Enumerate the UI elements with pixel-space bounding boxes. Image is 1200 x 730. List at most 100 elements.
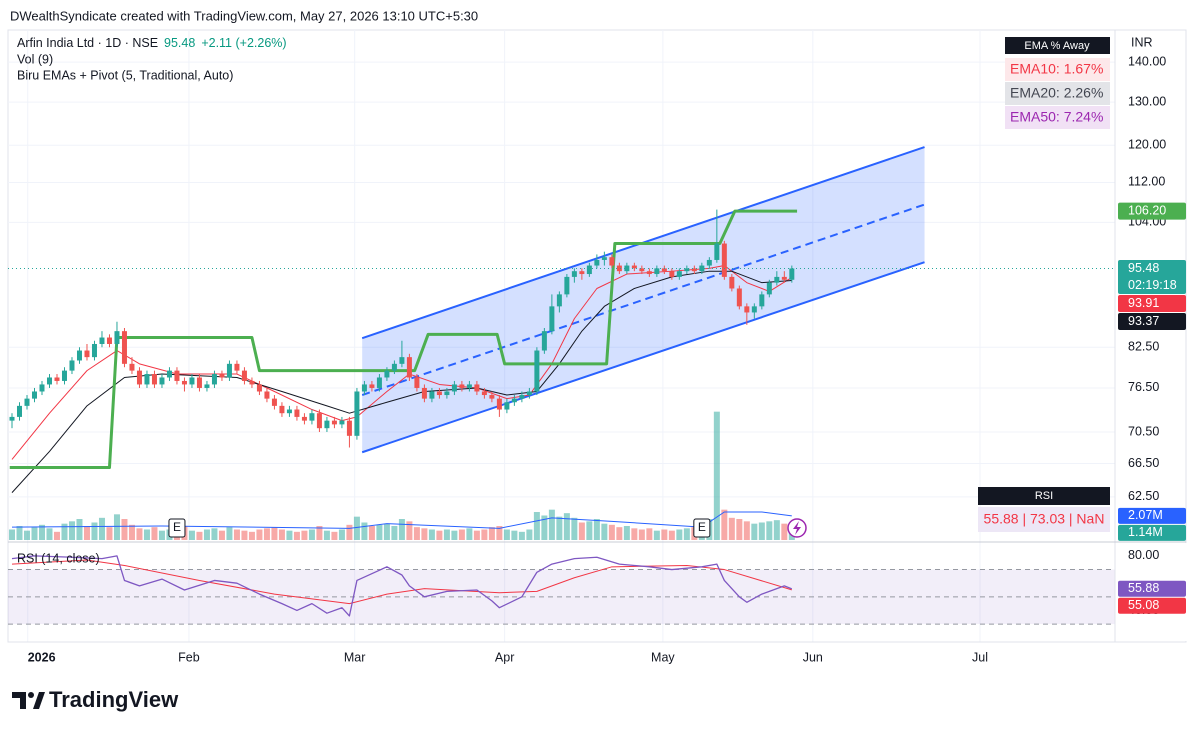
candle-body: [744, 306, 750, 313]
volume-bar: [593, 519, 600, 540]
candle-body: [631, 265, 637, 269]
price-tag-label: 93.91: [1128, 296, 1159, 310]
candle-body: [519, 395, 525, 399]
candle-body: [654, 268, 660, 275]
volume-bar: [406, 521, 413, 540]
logo-dot: [28, 692, 34, 698]
volume-bar: [113, 514, 120, 540]
volume-bar: [421, 528, 428, 540]
y-tick-label: 120.00: [1128, 138, 1166, 152]
volume-bar: [301, 530, 308, 540]
volume-bar: [23, 530, 30, 540]
candle-body: [414, 377, 420, 388]
candle-body: [136, 370, 142, 385]
volume-bar: [226, 527, 233, 540]
candle-body: [534, 350, 540, 392]
ema-table-header: [1005, 37, 1110, 54]
rsi-ma-line: [11, 559, 792, 605]
candle-body: [384, 370, 390, 378]
volume-bar: [436, 530, 443, 540]
volume-bar: [188, 530, 195, 540]
candle-body: [429, 391, 435, 399]
volume-bar: [451, 530, 458, 540]
volume-bar: [383, 523, 390, 540]
candle-body: [579, 271, 585, 275]
volume-bar: [578, 522, 585, 540]
volume-bar: [428, 529, 435, 540]
legend-change: +2.11 (+2.26%): [201, 36, 286, 50]
candle-body: [264, 391, 270, 399]
candle-body: [256, 384, 262, 392]
volume-bar: [548, 509, 555, 540]
volume-bar: [68, 521, 75, 540]
candle-body: [714, 243, 720, 260]
volume-bar: [646, 528, 653, 540]
candle-body: [339, 420, 345, 425]
candle-body: [54, 377, 60, 381]
candle-body: [166, 370, 172, 378]
price-tag: [1118, 597, 1186, 614]
candle-body: [294, 409, 300, 417]
candle-body: [301, 416, 307, 421]
volume-bar: [271, 527, 278, 540]
volume-bar: [91, 522, 98, 540]
volume-bar: [361, 522, 368, 540]
x-tick-label: Jun: [803, 650, 823, 664]
candle-body: [699, 265, 705, 272]
volume-bar: [38, 524, 45, 540]
candle-body: [781, 276, 787, 280]
candle-body: [616, 265, 622, 272]
volume-bar: [98, 517, 105, 540]
candle-body: [324, 420, 330, 429]
volume-bar: [631, 528, 638, 540]
candle-body: [144, 374, 150, 385]
volume-bar: [541, 515, 548, 540]
candle-body: [114, 331, 120, 344]
logo-text: TradingView: [49, 687, 179, 712]
price-tag: [1118, 312, 1186, 330]
volume-bar: [241, 530, 248, 540]
volume-bar: [773, 520, 780, 540]
candle-body: [474, 384, 480, 392]
volume-bar: [503, 529, 510, 540]
candle-body: [159, 377, 165, 385]
candle-body: [451, 384, 457, 392]
volume-bar: [263, 528, 270, 540]
volume-bar: [466, 528, 473, 540]
volume-bar: [331, 531, 338, 540]
volume-bar: [458, 529, 465, 540]
volume-bar: [676, 529, 683, 540]
candle-body: [751, 306, 757, 313]
volume-bar: [323, 530, 330, 540]
y-tick-label: 130.00: [1128, 94, 1166, 108]
candle-body: [211, 374, 217, 385]
rsi-table-header: [978, 487, 1110, 505]
candle-body: [766, 282, 772, 295]
candle-body: [354, 391, 360, 436]
candle-body: [286, 409, 292, 414]
volume-bar: [518, 531, 525, 540]
candle-body: [346, 420, 352, 436]
candle-body: [586, 265, 592, 275]
volume-bar: [608, 524, 615, 540]
candle-body: [556, 294, 562, 307]
ema-table-row: [1005, 58, 1110, 81]
volume-bar: [83, 526, 90, 540]
candle-body: [121, 331, 127, 364]
price-tag-label: 106.20: [1128, 203, 1166, 217]
logo-slash: [33, 692, 45, 709]
y-tick-label: 76.50: [1128, 380, 1159, 394]
candle-body: [511, 398, 517, 403]
volume-bar: [106, 527, 113, 540]
volume-bar: [46, 528, 53, 540]
candle-body: [639, 268, 645, 272]
volume-bar: [563, 513, 570, 540]
y-tick-label: 70.50: [1128, 424, 1159, 438]
candle-body: [661, 268, 667, 272]
candle-body: [309, 413, 315, 421]
rsi-line: [11, 555, 793, 617]
volume-bar: [53, 531, 60, 540]
legend-indicator: Biru EMAs + Pivot (5, Traditional, Auto): [17, 68, 233, 82]
alert-bolt: [793, 521, 801, 535]
